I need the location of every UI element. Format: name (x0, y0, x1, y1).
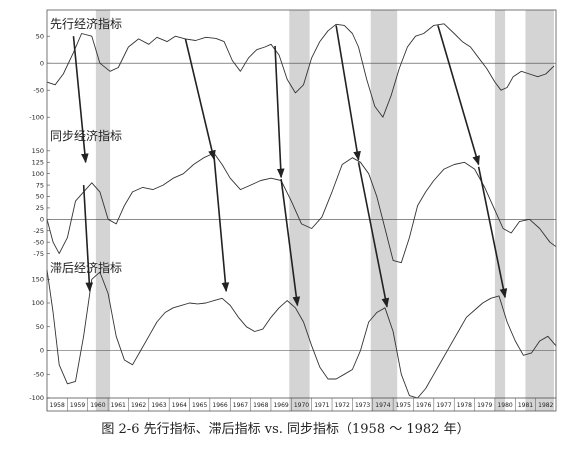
recession-band (494, 10, 506, 411)
year-label: 1959 (70, 402, 85, 409)
y-tick-label: -75 (33, 250, 44, 258)
panel-title-3: 滞后经济指标 (50, 260, 122, 275)
year-label: 1979 (477, 402, 492, 409)
year-label: 1968 (253, 402, 268, 409)
panel-title-1: 先行经济指标 (50, 16, 122, 31)
lead-lag-arrow (437, 25, 480, 166)
year-label: 1967 (233, 402, 248, 409)
lead-lag-arrow (72, 36, 89, 164)
y-tick-label: -100 (29, 394, 44, 402)
year-label: 1966 (212, 402, 227, 409)
lead-lag-arrow (184, 38, 216, 160)
y-tick-label: 50 (36, 193, 44, 201)
y-tick-label: 0 (40, 216, 44, 224)
series-line-panel-3 (46, 269, 557, 399)
year-label: 1969 (273, 402, 288, 409)
y-tick-label: -25 (33, 227, 44, 235)
year-label: 1964 (172, 402, 187, 409)
recession-band (289, 10, 310, 411)
year-axis: 1958 1959 1960 1961 1962 1963 1964 1965 1966 1967… (46, 397, 556, 411)
y-tick-label: 125 (32, 158, 44, 166)
year-label: 1973 (355, 402, 370, 409)
lead-lag-arrow (477, 166, 508, 299)
lead-lag-arrow (274, 45, 285, 179)
y-tick-label: 150 (32, 147, 44, 155)
year-label: 1977 (436, 402, 451, 409)
series-line-panel-1 (46, 23, 555, 118)
year-label: 1960 (90, 402, 105, 409)
y-tick-label: 50 (36, 323, 44, 331)
lead-lag-arrow (357, 162, 390, 308)
y-tick-label: 50 (36, 32, 44, 40)
recession-shading (95, 10, 554, 411)
year-label: 1978 (457, 402, 472, 409)
lead-lag-arrow (280, 179, 301, 307)
y-tick-label: -50 (33, 370, 44, 378)
year-label: 1980 (497, 402, 512, 409)
zero-lines (47, 62, 556, 351)
y-tick-label: 0 (40, 59, 44, 67)
y-tick-label: 25 (36, 204, 44, 212)
recession-band (370, 10, 398, 411)
panel-title-2: 同步经济指标 (50, 128, 122, 143)
y-tick-label: 100 (32, 299, 44, 307)
year-label: 1981 (518, 402, 533, 409)
plot-frame (46, 9, 557, 412)
year-label: 1962 (131, 402, 146, 409)
year-label: 1975 (396, 402, 411, 409)
year-label: 1965 (192, 402, 207, 409)
y-tick-label: 150 (32, 275, 44, 283)
y-tick-label: -100 (29, 113, 44, 121)
year-label: 1971 (314, 402, 329, 409)
y-tick-label: 100 (32, 170, 44, 178)
year-label: 1970 (294, 402, 309, 409)
y-tick-labels: 50 0 -50 -100 150 125 100 75 50 25 0 -25 -50 -75 150 10… (29, 32, 50, 402)
lead-lag-arrow (213, 155, 230, 293)
y-tick-label: 75 (36, 181, 44, 189)
year-label: 1972 (335, 402, 350, 409)
indicator-series (46, 23, 557, 399)
recession-band (95, 10, 111, 411)
y-tick-label: 0 (40, 347, 44, 355)
lead-lag-arrow (335, 25, 361, 161)
year-label: 1976 (416, 402, 431, 409)
year-label: 1961 (111, 402, 126, 409)
series-line-panel-2 (46, 152, 557, 264)
lead-lag-arrows (72, 25, 508, 308)
y-tick-label: -50 (33, 238, 44, 246)
year-label: 1982 (538, 402, 553, 409)
year-label: 1974 (375, 402, 390, 409)
year-label: 1958 (50, 402, 65, 409)
figure-caption: 图 2-6 先行指标、滞后指标 vs. 同步指标（1958 ～ 1982 年） (101, 422, 470, 437)
y-tick-label: -50 (33, 86, 44, 94)
lead-lag-arrow (82, 185, 94, 293)
recession-band (525, 10, 554, 411)
year-label: 1963 (151, 402, 166, 409)
